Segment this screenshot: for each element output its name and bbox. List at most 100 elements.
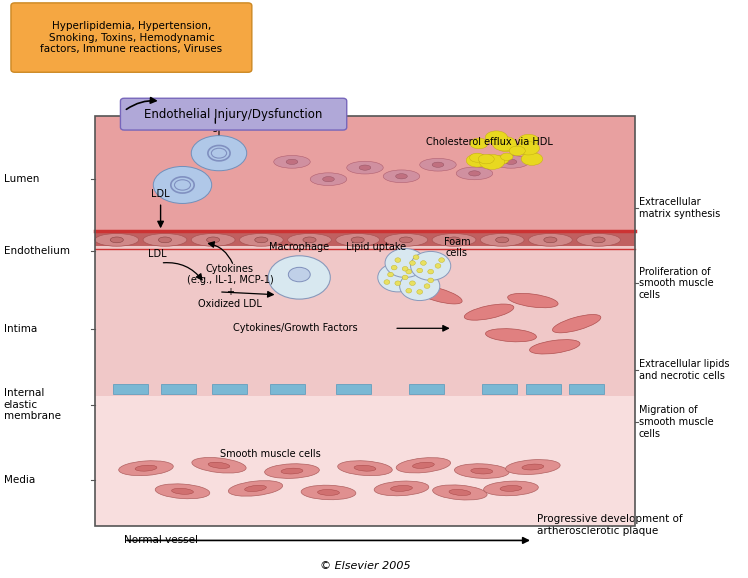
Ellipse shape — [417, 290, 423, 294]
Bar — [95, 379, 635, 396]
Ellipse shape — [159, 237, 171, 243]
Bar — [95, 231, 635, 246]
Ellipse shape — [310, 173, 347, 186]
Ellipse shape — [245, 486, 266, 491]
Ellipse shape — [143, 234, 187, 246]
Ellipse shape — [354, 465, 376, 471]
Ellipse shape — [420, 261, 426, 265]
Ellipse shape — [288, 267, 310, 282]
Text: Monocyte
adhesion and
emigration into intima: Monocyte adhesion and emigration into in… — [194, 99, 303, 132]
Ellipse shape — [411, 251, 451, 280]
Text: Extracellular lipids
and necrotic cells: Extracellular lipids and necrotic cells — [639, 359, 729, 381]
Ellipse shape — [402, 266, 408, 271]
Text: LDL: LDL — [151, 190, 170, 199]
Ellipse shape — [428, 278, 434, 283]
Ellipse shape — [228, 481, 283, 496]
Text: Lipid uptake: Lipid uptake — [346, 242, 406, 253]
Ellipse shape — [435, 264, 441, 268]
Bar — [161, 384, 196, 394]
Ellipse shape — [478, 154, 494, 164]
Ellipse shape — [396, 173, 408, 179]
Ellipse shape — [479, 154, 505, 169]
Ellipse shape — [428, 269, 434, 274]
Ellipse shape — [413, 255, 419, 260]
Ellipse shape — [592, 237, 605, 243]
Ellipse shape — [470, 468, 493, 474]
Ellipse shape — [417, 268, 423, 273]
Ellipse shape — [274, 155, 310, 168]
Text: Progressive development of
artherosclerotic plaque: Progressive development of artherosclero… — [536, 514, 682, 536]
Ellipse shape — [484, 481, 539, 496]
Ellipse shape — [508, 294, 558, 307]
Ellipse shape — [521, 153, 543, 165]
Bar — [482, 384, 517, 394]
Ellipse shape — [470, 153, 485, 162]
Ellipse shape — [208, 462, 230, 468]
Ellipse shape — [336, 234, 379, 246]
Bar — [336, 384, 371, 394]
Ellipse shape — [286, 160, 298, 165]
Text: Macrophage: Macrophage — [269, 242, 329, 253]
Text: Cholesterol efflux via HDL: Cholesterol efflux via HDL — [426, 136, 553, 147]
Ellipse shape — [414, 286, 462, 304]
Ellipse shape — [510, 147, 524, 155]
Ellipse shape — [351, 237, 364, 243]
Ellipse shape — [384, 280, 390, 284]
Ellipse shape — [432, 162, 444, 168]
Text: Smooth muscle cells: Smooth muscle cells — [220, 449, 320, 459]
Text: Normal vessel: Normal vessel — [124, 535, 198, 546]
Ellipse shape — [485, 131, 508, 144]
Bar — [212, 384, 247, 394]
Ellipse shape — [191, 234, 235, 246]
Ellipse shape — [485, 329, 536, 342]
Ellipse shape — [544, 237, 557, 243]
Ellipse shape — [206, 237, 220, 243]
Ellipse shape — [95, 234, 138, 246]
Text: Foam
cells: Foam cells — [444, 236, 470, 258]
Ellipse shape — [395, 281, 401, 286]
Bar — [270, 384, 305, 394]
Ellipse shape — [522, 464, 544, 470]
Ellipse shape — [110, 237, 123, 243]
Ellipse shape — [449, 490, 470, 495]
Ellipse shape — [281, 468, 303, 474]
Ellipse shape — [399, 272, 440, 301]
Text: Media: Media — [4, 475, 35, 485]
Ellipse shape — [553, 314, 601, 333]
Ellipse shape — [390, 486, 412, 491]
Ellipse shape — [378, 263, 418, 292]
Ellipse shape — [469, 171, 480, 176]
Ellipse shape — [424, 284, 430, 288]
Ellipse shape — [529, 234, 572, 246]
Ellipse shape — [374, 481, 429, 496]
Ellipse shape — [303, 237, 316, 243]
Ellipse shape — [470, 138, 488, 149]
Text: Extracellular
matrix synthesis: Extracellular matrix synthesis — [639, 197, 720, 219]
Ellipse shape — [432, 485, 487, 500]
Ellipse shape — [456, 167, 493, 180]
Ellipse shape — [265, 464, 319, 479]
Ellipse shape — [447, 237, 461, 243]
Ellipse shape — [505, 160, 517, 165]
Ellipse shape — [412, 462, 435, 468]
Bar — [526, 384, 560, 394]
Text: Endothelial Injury/Dysfunction: Endothelial Injury/Dysfunction — [144, 108, 323, 121]
Ellipse shape — [406, 288, 411, 293]
Ellipse shape — [530, 340, 580, 354]
Ellipse shape — [171, 488, 194, 494]
Ellipse shape — [155, 484, 209, 499]
Ellipse shape — [135, 465, 157, 471]
Text: LDL: LDL — [147, 249, 166, 259]
Ellipse shape — [506, 460, 560, 475]
Ellipse shape — [466, 154, 488, 167]
Ellipse shape — [517, 142, 539, 155]
Ellipse shape — [153, 166, 212, 203]
Ellipse shape — [119, 461, 174, 476]
Text: Proliferation of
smooth muscle
cells: Proliferation of smooth muscle cells — [639, 266, 714, 300]
Ellipse shape — [402, 275, 408, 280]
FancyBboxPatch shape — [120, 98, 347, 130]
FancyBboxPatch shape — [11, 3, 252, 72]
Ellipse shape — [385, 249, 425, 277]
Ellipse shape — [500, 153, 513, 161]
Ellipse shape — [465, 304, 514, 320]
